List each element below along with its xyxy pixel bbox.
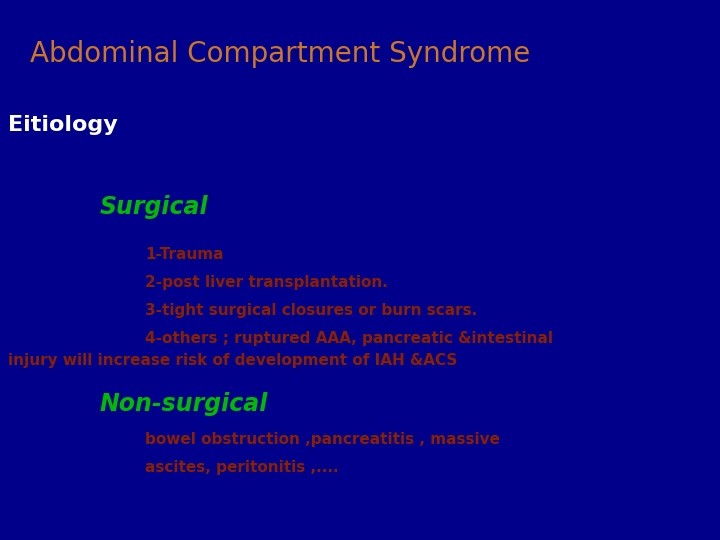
Text: 3-tight surgical closures or burn scars.: 3-tight surgical closures or burn scars. [145,303,477,318]
Text: 4-others ; ruptured AAA, pancreatic &intestinal: 4-others ; ruptured AAA, pancreatic &int… [145,331,553,346]
Text: 1-Trauma: 1-Trauma [145,247,223,262]
Text: 2-post liver transplantation.: 2-post liver transplantation. [145,275,388,290]
Text: Eitiology: Eitiology [8,115,118,135]
Text: Non-surgical: Non-surgical [100,392,269,416]
Text: Abdominal Compartment Syndrome: Abdominal Compartment Syndrome [30,40,530,68]
Text: ascites, peritonitis ,....: ascites, peritonitis ,.... [145,460,338,475]
Text: injury will increase risk of development of IAH &ACS: injury will increase risk of development… [8,353,457,368]
Text: Surgical: Surgical [100,195,209,219]
Text: bowel obstruction ,pancreatitis , massive: bowel obstruction ,pancreatitis , massiv… [145,432,500,447]
